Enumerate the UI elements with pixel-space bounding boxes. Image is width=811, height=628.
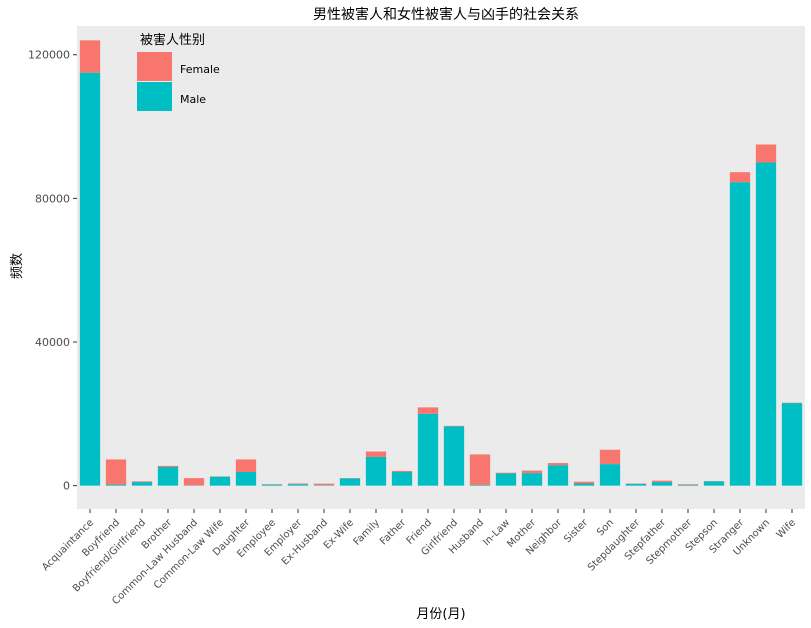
bar-male: [469, 484, 491, 486]
bar-male: [703, 481, 725, 486]
legend-label-male: Male: [180, 93, 206, 106]
y-axis-title: 频数: [10, 253, 25, 279]
bar-male: [235, 472, 257, 486]
bar-male: [599, 464, 621, 486]
chart-title: 男性被害人和女性被害人与凶手的社会关系: [313, 6, 579, 23]
bar-female: [547, 463, 569, 466]
bar-female: [651, 480, 673, 483]
legend-key-female: [137, 52, 172, 81]
bar-female: [469, 454, 491, 485]
bar-male: [209, 476, 231, 486]
bar-female: [391, 470, 413, 473]
bar-male: [651, 482, 673, 486]
bar-male: [495, 473, 517, 486]
bar-male: [105, 484, 127, 486]
y-tick-label: 80000: [35, 192, 70, 205]
plot-panel: [77, 26, 805, 509]
bar-female: [313, 483, 335, 486]
bar-female: [443, 425, 465, 427]
y-axis: 0 40000 80000 120000: [28, 49, 77, 493]
bar-male: [391, 472, 413, 486]
bar-male: [131, 482, 153, 486]
bar-male: [755, 162, 777, 486]
bar-female: [729, 172, 751, 183]
bar-female: [287, 483, 309, 485]
bar-female: [235, 459, 257, 473]
bar-male: [729, 182, 751, 486]
bar-male: [781, 403, 803, 486]
y-tick-label: 0: [63, 480, 70, 493]
y-tick-label: 120000: [28, 49, 70, 62]
bar-male: [287, 484, 309, 486]
bar-male: [547, 465, 569, 486]
bars-layer: [79, 40, 803, 486]
legend-title: 被害人性别: [140, 32, 205, 48]
bar-male: [625, 483, 647, 486]
bar-female: [79, 40, 101, 73]
bar-female: [365, 451, 387, 457]
bar-male: [521, 473, 543, 486]
bar-female: [105, 459, 127, 485]
bar-female: [755, 144, 777, 163]
bar-female: [521, 470, 543, 474]
bar-female: [677, 484, 699, 485]
bar-male: [339, 478, 361, 486]
x-axis-title: 月份(月): [416, 607, 465, 622]
bar-male: [417, 413, 439, 486]
bar-male: [79, 72, 101, 486]
bar-male: [261, 484, 283, 486]
y-tick-label: 40000: [35, 336, 70, 349]
bar-male: [157, 466, 179, 486]
bar-male: [313, 485, 335, 486]
bar-female: [495, 472, 517, 474]
bar-female: [183, 478, 205, 486]
bar-male: [443, 426, 465, 486]
bar-male: [365, 456, 387, 486]
bar-female: [131, 481, 153, 483]
bar-female: [157, 465, 179, 467]
legend: 被害人性别 Female Male: [137, 32, 220, 111]
legend-label-female: Female: [180, 63, 220, 76]
bar-female: [573, 481, 595, 484]
legend-key-male: [137, 82, 172, 111]
bar-male: [573, 483, 595, 486]
bar-male: [677, 484, 699, 486]
bar-female: [599, 449, 621, 465]
bar-female: [417, 407, 439, 414]
